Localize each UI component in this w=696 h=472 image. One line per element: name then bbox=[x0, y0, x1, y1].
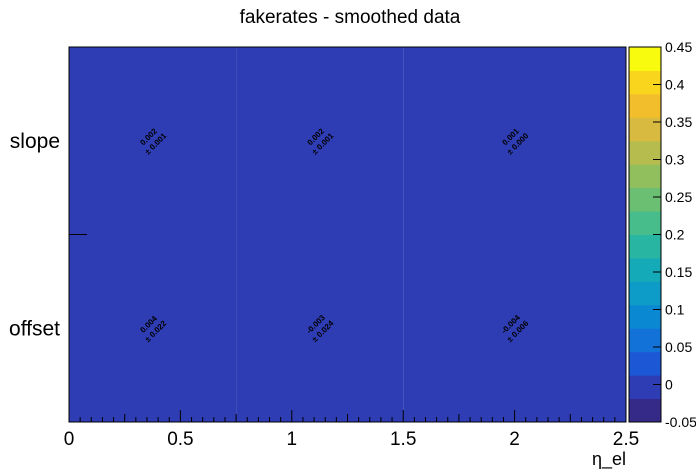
colorbar-segment bbox=[629, 398, 661, 423]
x-tick-label: 1 bbox=[287, 429, 298, 450]
colorbar-segment bbox=[629, 47, 661, 71]
colorbar-tick-label: 0.2 bbox=[665, 227, 685, 243]
heatmap-cell bbox=[236, 234, 404, 422]
colorbar-tick-label: 0.4 bbox=[665, 77, 685, 93]
x-tick-label: 1.5 bbox=[390, 429, 416, 450]
y-axis: offset slope bbox=[9, 46, 87, 423]
colorbar-segment bbox=[629, 351, 661, 376]
x-axis-label: η_el bbox=[592, 449, 626, 470]
colorbar-segment bbox=[629, 375, 661, 400]
colorbar-tick-label: 0.25 bbox=[665, 189, 692, 205]
colorbar-segment bbox=[629, 70, 661, 95]
y-category-label: slope bbox=[10, 130, 60, 153]
colorbar-segment bbox=[629, 187, 661, 212]
colorbar-segment bbox=[629, 117, 661, 142]
y-category-label: offset bbox=[9, 317, 60, 340]
colorbar-segment bbox=[629, 140, 661, 165]
colorbar-tick-label: 0.1 bbox=[665, 302, 685, 318]
colorbar-segment bbox=[629, 257, 661, 282]
colorbar-tick-label: 0 bbox=[665, 377, 673, 393]
colorbar-tick-label: 0.3 bbox=[665, 152, 685, 168]
heatmap-cell bbox=[69, 47, 237, 235]
x-tick-label: 2.5 bbox=[613, 429, 639, 450]
colorbar-tick-label: -0.05 bbox=[665, 414, 696, 430]
colorbar-tick-label: 0.45 bbox=[665, 39, 692, 55]
heatmap-cell bbox=[236, 47, 404, 235]
x-tick-label: 0.5 bbox=[167, 429, 193, 450]
colorbar-segment bbox=[629, 328, 661, 353]
color-scale-bar: -0.05 0 0.05 0.1 0.15 0.2 0.25 0.3 0.35 0.4 0.45 bbox=[628, 39, 696, 430]
x-tick-label: 2 bbox=[509, 429, 520, 450]
x-axis: 0 0.5 1 1.5 2 2.5 bbox=[64, 410, 639, 450]
colorbar-tick-label: 0.15 bbox=[665, 264, 692, 280]
colorbar-segment bbox=[629, 93, 661, 118]
x-tick-label: 0 bbox=[64, 429, 75, 450]
colorbar-segment bbox=[629, 304, 661, 329]
colorbar-segment bbox=[629, 234, 661, 259]
heatmap-cell bbox=[403, 47, 626, 235]
colorbar-segment bbox=[629, 281, 661, 306]
colorbar-tick-label: 0.35 bbox=[665, 114, 692, 130]
colorbar-segment bbox=[629, 164, 661, 189]
chart-title: fakerates - smoothed data bbox=[240, 7, 461, 28]
heatmap-cell bbox=[69, 234, 237, 422]
heatmap-cell bbox=[403, 234, 626, 422]
colorbar-segment bbox=[629, 211, 661, 235]
heatmap-cells bbox=[68, 46, 627, 423]
colorbar-tick-label: 0.05 bbox=[665, 339, 692, 355]
